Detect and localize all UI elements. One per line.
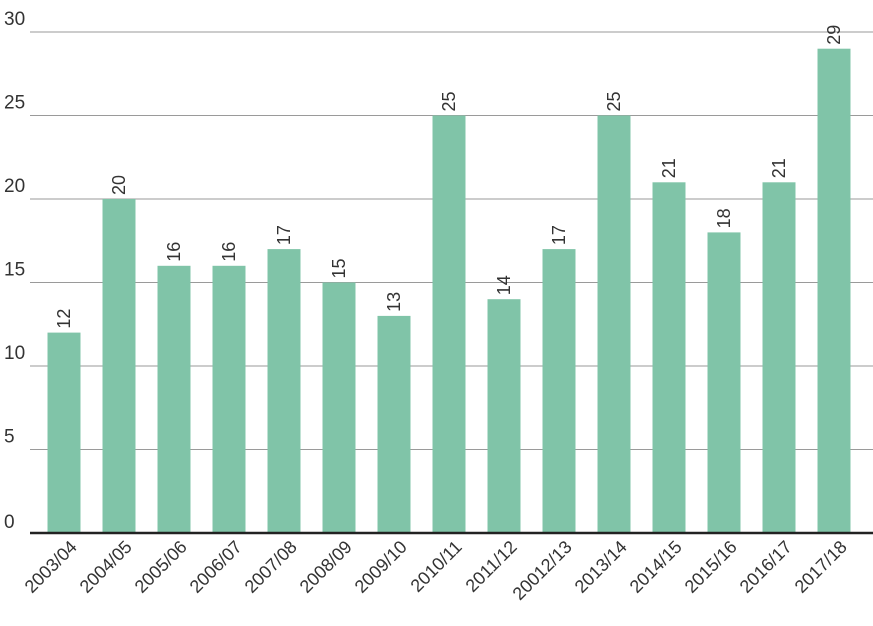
x-tick-label: 2008/09	[296, 537, 356, 597]
x-tick-label: 2005/06	[131, 537, 191, 597]
y-tick-label: 5	[4, 427, 15, 448]
data-labels: 12 20 16 16 17 15 13 25 14 17 25 21 18 21 29	[54, 25, 844, 329]
bar-value-label: 17	[549, 225, 569, 245]
bar-value-label: 15	[329, 258, 349, 278]
bar-value-label: 16	[164, 242, 184, 262]
bar-2008/09	[322, 282, 356, 533]
bar-value-label: 18	[714, 208, 734, 228]
y-tick-label: 0	[4, 512, 15, 533]
bar-value-label: 29	[824, 25, 844, 45]
x-tick-label: 2003/04	[21, 537, 81, 597]
bar-value-label: 25	[604, 91, 624, 111]
bar-2005/06	[157, 265, 191, 533]
bar-20012/13	[542, 249, 576, 533]
bar-value-label: 12	[54, 309, 74, 329]
x-axis-ticks: 2003/042004/052005/062006/072007/082008/…	[21, 531, 873, 604]
bar-2014/15	[652, 182, 686, 534]
y-tick-label: 15	[4, 260, 25, 281]
y-tick-label: 10	[4, 343, 25, 364]
bar-2003/04	[47, 332, 81, 533]
bar-2010/11	[432, 115, 466, 533]
bar-value-label: 21	[769, 158, 789, 178]
x-tick-label: 2016/17	[736, 537, 796, 597]
y-tick-label: 25	[4, 93, 25, 114]
bar-2009/10	[377, 315, 411, 533]
bar-2006/07	[212, 265, 246, 533]
x-tick-label: 2004/05	[76, 537, 136, 597]
bar-value-label: 14	[494, 275, 514, 295]
x-tick-label: 2013/14	[571, 537, 631, 597]
bars	[47, 48, 851, 534]
bar-value-label: 16	[219, 242, 239, 262]
bar-value-label: 20	[109, 175, 129, 195]
bar-value-label: 17	[274, 225, 294, 245]
x-tick-label: 2007/08	[241, 537, 301, 597]
bar-2017/18	[817, 48, 851, 533]
x-tick-label: 2014/15	[626, 537, 686, 597]
bar-2016/17	[762, 182, 796, 534]
x-tick-label: 2010/11	[407, 537, 466, 596]
x-tick-label: 2017/18	[791, 537, 851, 597]
bar-value-label: 13	[384, 292, 404, 312]
bar-2007/08	[267, 249, 301, 533]
bar-2013/14	[597, 115, 631, 533]
bar-value-label: 21	[659, 158, 679, 178]
bar-2004/05	[102, 199, 136, 533]
bar-value-label: 25	[439, 91, 459, 111]
bar-2015/16	[707, 232, 741, 533]
x-tick-label: 2015/16	[681, 537, 741, 597]
y-tick-label: 30	[4, 9, 25, 30]
y-tick-label: 20	[4, 176, 25, 197]
x-tick-label: 2009/10	[351, 537, 411, 597]
x-tick-label: 20012/13	[509, 537, 576, 604]
bar-2011/12	[487, 299, 521, 533]
x-tick-label: 2006/07	[186, 537, 246, 597]
